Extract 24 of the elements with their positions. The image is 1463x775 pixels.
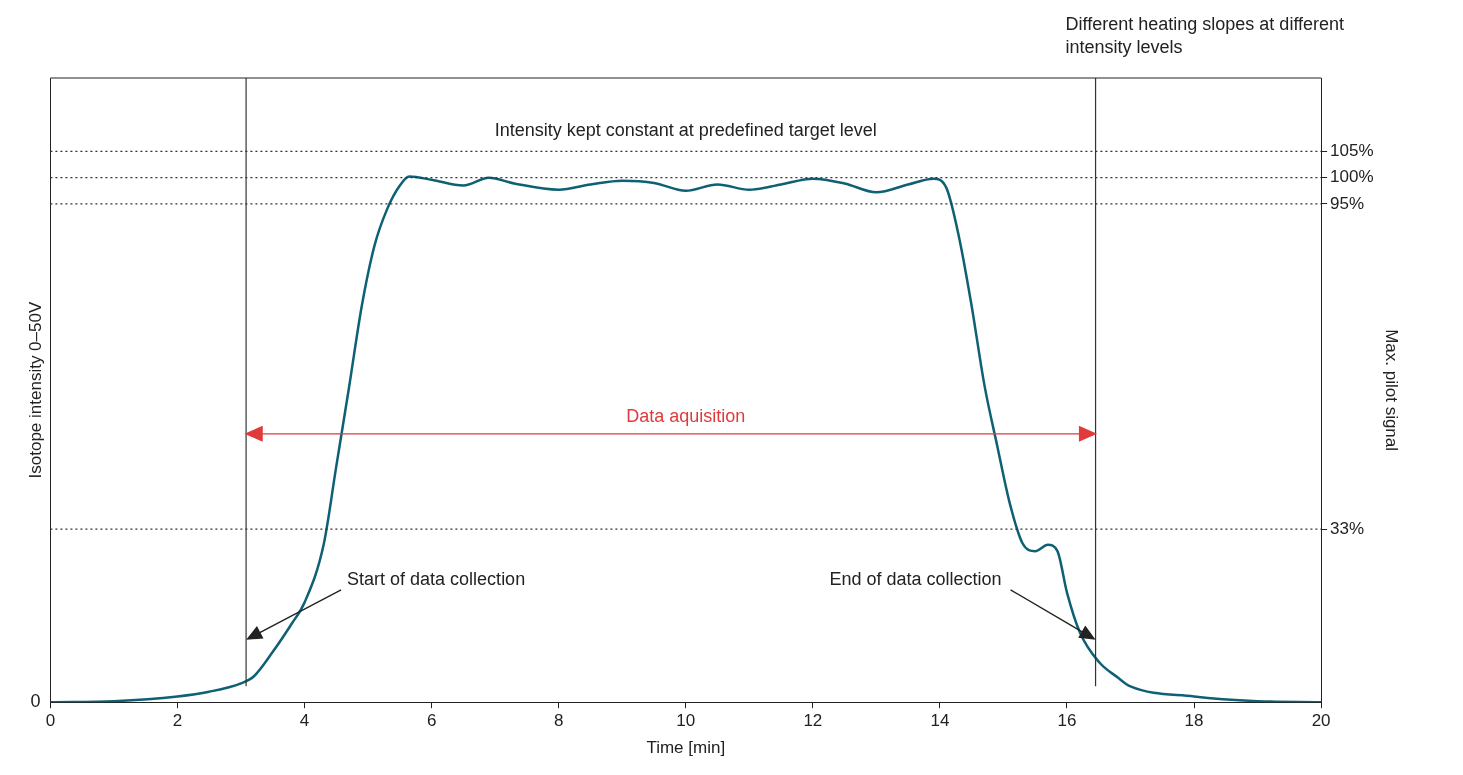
annotation: Data aquisition: [626, 405, 746, 426]
x-tick-label: 18: [1184, 711, 1204, 731]
annotation: End of data collection: [829, 568, 1002, 589]
x-tick-label: 14: [930, 711, 950, 731]
x-tick-label: 16: [1057, 711, 1077, 731]
x-tick-label: 10: [676, 711, 696, 731]
y2-tick-label: 33%: [1330, 518, 1365, 538]
x-tick-label: 6: [426, 711, 437, 731]
x-tick-label: 4: [299, 711, 310, 731]
y2-tick-label: 95%: [1330, 193, 1365, 213]
y2-tick-label: 105%: [1330, 141, 1374, 161]
x-axis-title: Time [min]: [646, 738, 726, 758]
x-tick-label: 2: [172, 711, 183, 731]
text: Different heating slopes at different intensity levels: [1065, 14, 1345, 57]
y2-axis-title: Max. pilot signal: [1382, 329, 1402, 452]
x-tick-label: 20: [1311, 711, 1331, 731]
annotation: Start of data collection: [347, 568, 526, 589]
y-axis-title: Isotope intensity 0–50V: [25, 301, 45, 479]
annotation: Intensity kept constant at predefined target level: [494, 120, 877, 140]
x-tick-label: 8: [553, 711, 564, 731]
text: 0: [30, 691, 41, 712]
x-tick-label: 12: [803, 711, 823, 731]
x-tick-label: 0: [45, 711, 56, 731]
y2-tick-label: 100%: [1330, 167, 1374, 187]
